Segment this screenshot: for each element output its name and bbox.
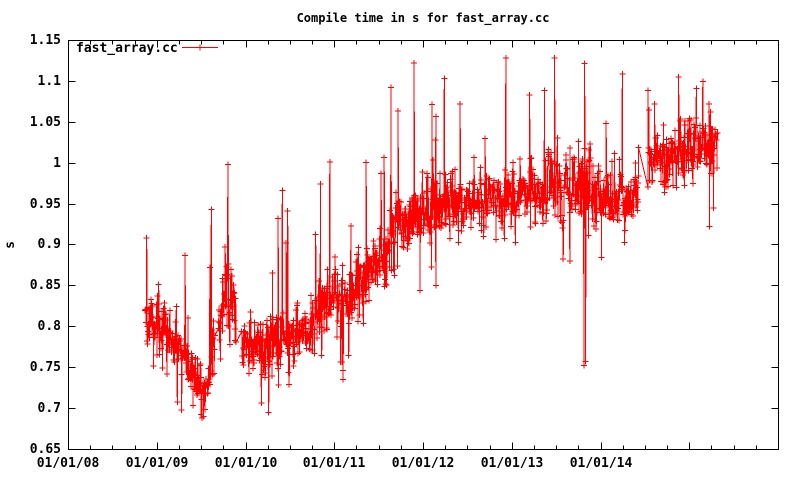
x-tick-label: 01/01/09	[126, 456, 189, 471]
y-tick-label: 0.65	[30, 442, 61, 457]
series-plus-markers	[142, 55, 721, 421]
data-series	[142, 55, 721, 421]
y-tick-label: 1.15	[30, 33, 61, 48]
y-tick-label: 1	[53, 156, 61, 171]
y-tick-label: 1.1	[38, 74, 62, 89]
x-tick-label: 01/01/10	[215, 456, 278, 471]
legend: fast_array.cc	[76, 41, 218, 56]
y-tick-label: 0.7	[38, 401, 61, 416]
y-tick-label: 0.9	[38, 237, 61, 252]
x-tick-label: 01/01/08	[37, 456, 100, 471]
chart-title: Compile time in s for fast_array.cc	[297, 11, 550, 26]
y-tick-label: 0.8	[38, 319, 62, 334]
y-axis-label: s	[3, 241, 18, 249]
x-tick-label: 01/01/14	[570, 456, 633, 471]
axes: 01/01/08 01/01/09 01/01/10 01/01/11 01/01/12…	[30, 33, 779, 471]
plot-border-and-ticks	[68, 40, 779, 450]
y-tick-label: 0.95	[30, 197, 61, 212]
y-tick-label: 0.75	[30, 360, 61, 375]
x-tick-label: 01/01/13	[481, 456, 544, 471]
legend-label: fast_array.cc	[76, 41, 178, 56]
x-tick-label: 01/01/12	[392, 456, 455, 471]
y-tick-label: 0.85	[30, 278, 61, 293]
series-line	[144, 57, 718, 418]
legend-line-sample	[182, 44, 218, 51]
y-tick-label: 1.05	[30, 115, 61, 130]
x-tick-label: 01/01/11	[303, 456, 366, 471]
